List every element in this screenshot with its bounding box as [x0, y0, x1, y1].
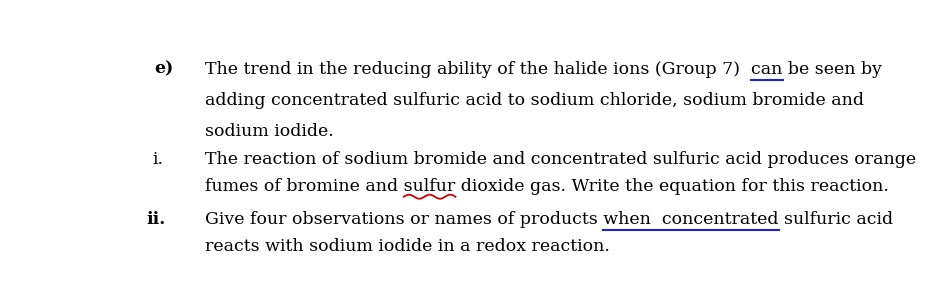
Text: ii.: ii.	[146, 211, 166, 228]
Text: The reaction of sodium bromide and concentrated sulfuric acid produces orange: The reaction of sodium bromide and conce…	[205, 151, 917, 168]
Text: sodium iodide.: sodium iodide.	[205, 123, 334, 140]
Text: e): e)	[154, 61, 173, 78]
Text: The trend in the reducing ability of the halide ions (Group 7)  can be seen by: The trend in the reducing ability of the…	[205, 61, 883, 78]
Text: fumes of bromine and sulfur dioxide gas. Write the equation for this reaction.: fumes of bromine and sulfur dioxide gas.…	[205, 178, 889, 195]
Text: reacts with sodium iodide in a redox reaction.: reacts with sodium iodide in a redox rea…	[205, 238, 611, 255]
Text: i.: i.	[153, 151, 163, 168]
Text: adding concentrated sulfuric acid to sodium chloride, sodium bromide and: adding concentrated sulfuric acid to sod…	[205, 92, 865, 109]
Text: Give four observations or names of products when  concentrated sulfuric acid: Give four observations or names of produ…	[205, 211, 893, 228]
